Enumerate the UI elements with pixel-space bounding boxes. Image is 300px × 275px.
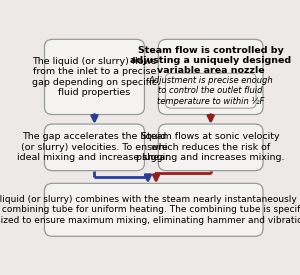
Text: The liquid (or slurry) flows
from the inlet to a precise
gap depending on specif: The liquid (or slurry) flows from the in… bbox=[32, 57, 157, 97]
Text: Steam flows at sonic velocity
which reduces the risk of
plugging and increases m: Steam flows at sonic velocity which redu… bbox=[136, 133, 285, 162]
FancyBboxPatch shape bbox=[158, 39, 263, 114]
Text: Adjustment is precise enough
to control the outlet fluid
temperature to within ½: Adjustment is precise enough to control … bbox=[148, 76, 273, 106]
FancyBboxPatch shape bbox=[158, 124, 263, 170]
FancyBboxPatch shape bbox=[165, 73, 256, 108]
Text: Steam flow is controlled by
adjusting a uniquely designed
variable area nozzle: Steam flow is controlled by adjusting a … bbox=[130, 45, 291, 75]
Text: The liquid (or slurry) combines with the steam nearly instantaneously inside
the: The liquid (or slurry) combines with the… bbox=[0, 195, 300, 225]
Text: The gap accelerates the liquid
(or slurry) velocities. To ensure
ideal mixing an: The gap accelerates the liquid (or slurr… bbox=[17, 133, 172, 162]
FancyBboxPatch shape bbox=[44, 39, 145, 114]
FancyBboxPatch shape bbox=[44, 183, 263, 236]
FancyBboxPatch shape bbox=[44, 124, 145, 170]
